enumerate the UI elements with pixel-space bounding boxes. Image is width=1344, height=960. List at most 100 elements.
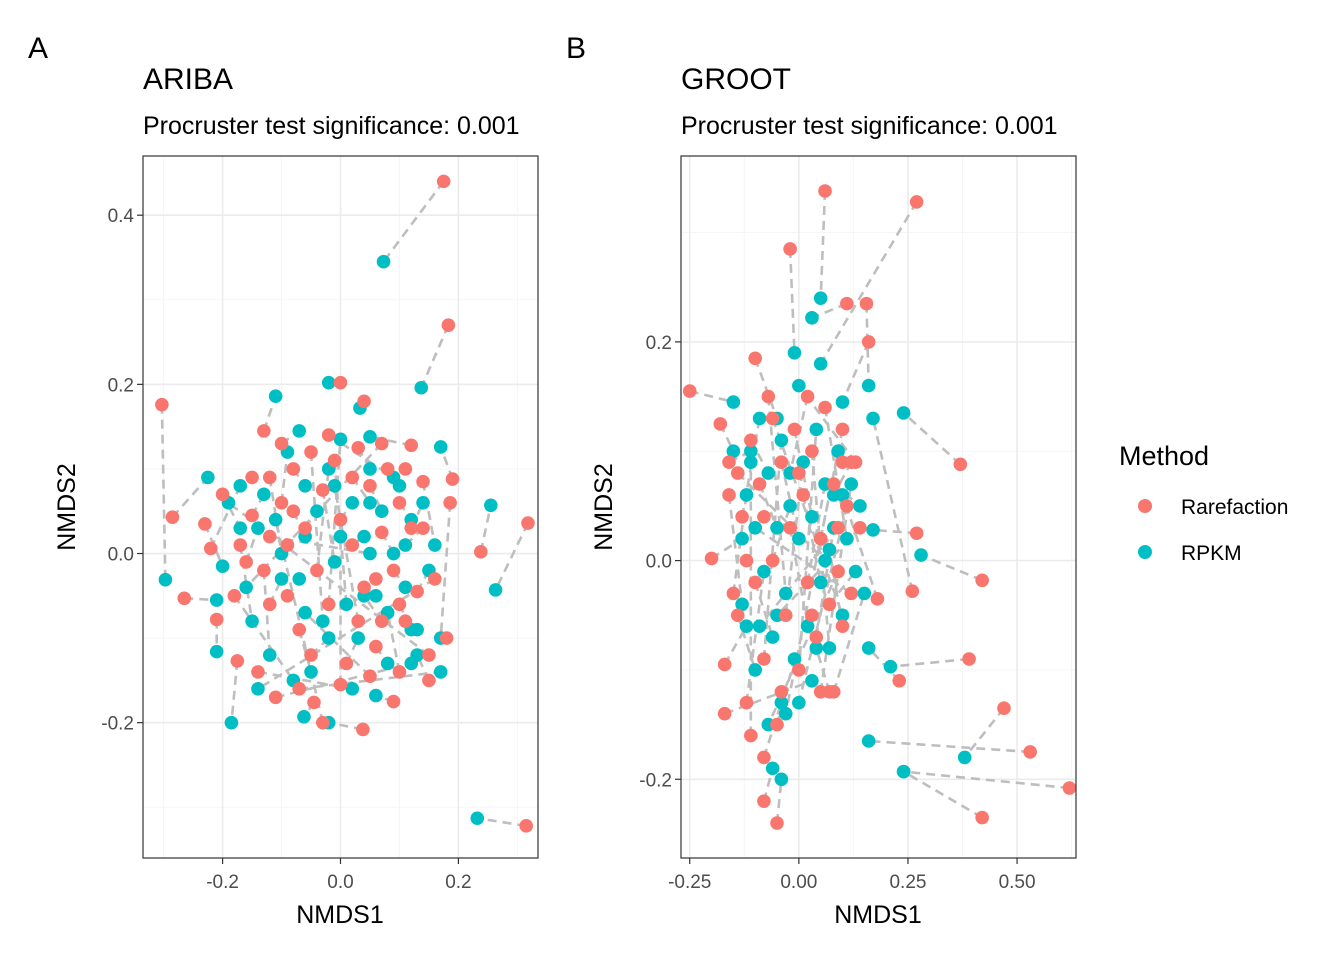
procrustes-connector xyxy=(736,472,826,562)
y-tick-label: 0.0 xyxy=(108,545,134,566)
procrustes-connector xyxy=(333,485,360,622)
procrustes-connector xyxy=(797,505,849,704)
rarefaction-point xyxy=(404,521,419,535)
rarefaction-point xyxy=(861,335,876,349)
rarefaction-point xyxy=(380,462,395,476)
rarefaction-point xyxy=(757,794,771,808)
panel-b-y-axis-label: NMDS2 xyxy=(590,463,618,551)
rarefaction-point xyxy=(165,510,180,524)
procrustes-connector xyxy=(867,647,901,682)
rarefaction-point xyxy=(369,572,383,586)
rarefaction-point xyxy=(374,436,389,451)
procrustes-connector xyxy=(771,417,844,616)
rarefaction-point xyxy=(739,553,754,568)
procrustes-connector xyxy=(724,679,813,715)
panel-a-subtitle: Procruster test significance: 0.001 xyxy=(143,112,520,140)
rarefaction-point xyxy=(369,639,383,654)
rpkm-point xyxy=(433,440,448,454)
rpkm-point xyxy=(770,520,784,535)
procrustes-connector xyxy=(479,505,493,553)
panel-b-y-ticks: -0.2 0.0 0.2 xyxy=(639,333,681,791)
rpkm-point xyxy=(386,546,401,561)
procrustes-connector xyxy=(963,707,1005,759)
rpkm-point xyxy=(761,466,776,480)
procrustes-connector xyxy=(227,501,430,657)
rarefaction-point xyxy=(844,586,859,601)
rpkm-point xyxy=(363,462,377,476)
rpkm-point xyxy=(792,378,806,393)
rpkm-point xyxy=(822,641,837,655)
rarefaction-point xyxy=(286,462,301,476)
rpkm-point xyxy=(957,750,972,765)
procrustes-connector xyxy=(304,611,371,678)
panel-a-points xyxy=(155,174,535,833)
rpkm-point xyxy=(735,531,749,546)
rarefaction-point xyxy=(818,400,832,415)
rpkm-point xyxy=(233,521,248,535)
rarefaction-point xyxy=(835,422,850,437)
rarefaction-point xyxy=(844,455,859,469)
rarefaction-point xyxy=(441,318,456,332)
rpkm-point xyxy=(826,488,841,502)
rpkm-point xyxy=(831,444,845,459)
rarefaction-point xyxy=(268,690,283,705)
rpkm-point xyxy=(778,586,793,601)
rarefaction-point xyxy=(748,575,762,590)
rarefaction-point xyxy=(831,520,845,535)
rarefaction-point xyxy=(822,684,837,699)
legend-title: Method xyxy=(1119,441,1209,471)
rpkm-point xyxy=(805,510,819,524)
rarefaction-point xyxy=(744,433,758,448)
rpkm-point xyxy=(752,411,767,426)
rarefaction-point xyxy=(298,521,312,535)
rarefaction-point xyxy=(765,553,780,568)
procrustes-connector xyxy=(280,451,289,503)
rarefaction-point xyxy=(286,504,301,519)
rarefaction-point xyxy=(245,508,259,523)
rpkm-point xyxy=(369,589,383,603)
procrustes-connector xyxy=(299,670,441,691)
x-tick-label: -0.2 xyxy=(206,872,239,893)
rpkm-point xyxy=(363,430,377,444)
rpkm-point xyxy=(835,395,850,409)
rpkm-point xyxy=(488,583,503,597)
rarefaction-point xyxy=(1062,781,1077,795)
procrustes-connector xyxy=(819,190,827,299)
y-tick-label: 0.2 xyxy=(108,375,134,396)
procrustes-connector xyxy=(209,485,242,549)
rpkm-point xyxy=(327,479,342,493)
rarefaction-point xyxy=(757,750,771,765)
rpkm-point xyxy=(861,641,876,655)
rarefaction-point xyxy=(975,810,989,825)
rarefaction-point xyxy=(274,495,289,510)
procrustes-connector xyxy=(775,779,783,824)
rpkm-point xyxy=(787,346,802,360)
rpkm-point xyxy=(369,688,383,703)
procrustes-connector xyxy=(386,612,401,673)
procrustes-connector xyxy=(439,502,452,639)
panel-a-title: ARIBA xyxy=(143,63,233,96)
rpkm-point xyxy=(158,572,173,587)
procrustes-connector xyxy=(321,489,336,563)
rarefaction-point xyxy=(404,438,419,453)
rarefaction-point xyxy=(227,589,242,603)
y-tick-label: 0.4 xyxy=(108,206,135,227)
procrustes-connector xyxy=(369,435,412,447)
rarefaction-point xyxy=(765,411,780,426)
panel-a: A ARIBA Procruster test significance: 0.… xyxy=(28,32,539,929)
rarefaction-point xyxy=(310,563,324,578)
panel-a-x-ticks: -0.2 0.0 0.2 xyxy=(206,858,472,893)
legend: Method Rarefaction RPKM xyxy=(1119,441,1288,565)
rpkm-point xyxy=(321,375,336,390)
rarefaction-point xyxy=(805,608,819,623)
rarefaction-point xyxy=(905,584,920,598)
rpkm-point xyxy=(398,538,413,552)
legend-label-rpkm: RPKM xyxy=(1181,542,1242,565)
rarefaction-point xyxy=(304,445,318,459)
rarefaction-point xyxy=(713,417,728,431)
rpkm-point xyxy=(896,406,911,420)
rarefaction-point xyxy=(422,648,436,662)
rpkm-point xyxy=(739,619,754,633)
rarefaction-point xyxy=(245,470,259,485)
rarefaction-point xyxy=(155,397,169,412)
